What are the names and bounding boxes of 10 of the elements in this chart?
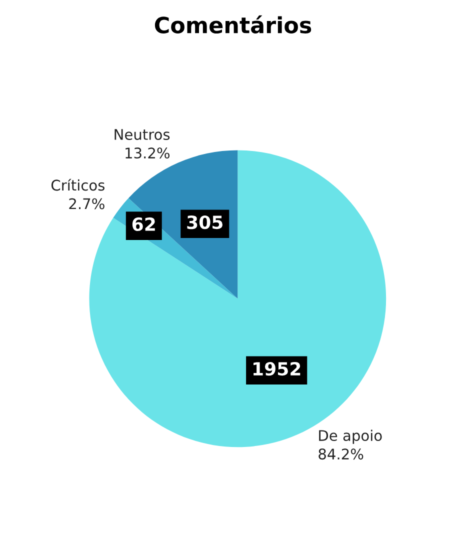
text: 2.7% [69,198,104,210]
chart-title: Comentários [154,15,312,34]
text: 13.2% [126,148,170,159]
slice-label: Críticos [51,178,104,191]
data-label: 305 [187,215,222,230]
data-label: 1952 [254,362,300,376]
text: 84.2% [318,448,364,460]
slice-label: Neutros [114,129,170,140]
data-label: 62 [132,217,155,232]
slice-label: De apoio [319,430,382,444]
